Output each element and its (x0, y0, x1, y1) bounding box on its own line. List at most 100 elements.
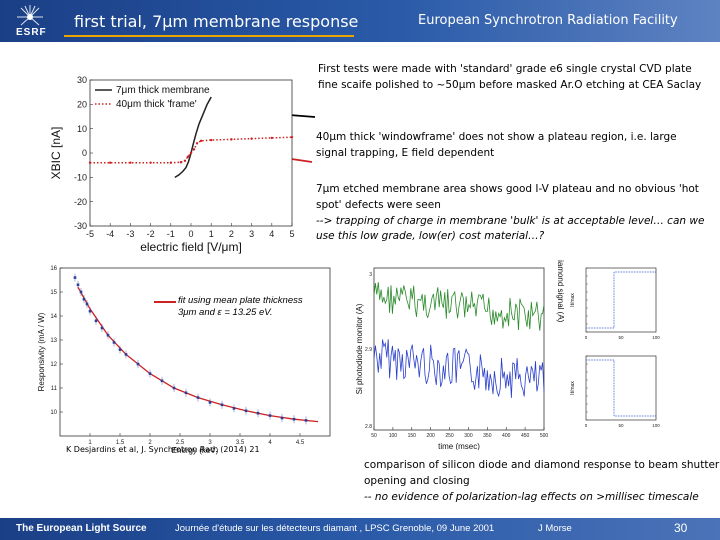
y-tick-label: 13 (50, 338, 57, 344)
x-tick-label: 200 (426, 433, 435, 439)
x-tick-label: 100 (652, 335, 660, 340)
plot-frame (59, 267, 331, 437)
y-tick-label: 0 (82, 148, 87, 158)
frame-point (88, 161, 92, 164)
x-tick-label: 0 (585, 423, 588, 428)
page-number: 30 (674, 521, 688, 535)
y-tick-label: 11 (51, 386, 58, 392)
frame-point (195, 142, 199, 145)
frame-point (183, 159, 187, 162)
x-tick-label: 2 (229, 229, 234, 239)
frame-point (250, 137, 253, 140)
y-axis-label-right: diamond signal (A) (556, 260, 565, 323)
x-tick-label: 50 (371, 433, 377, 439)
series-membrane-line (174, 96, 212, 178)
y-tick-label: -10 (74, 172, 87, 182)
x-tick-label: 100 (652, 423, 660, 428)
x-tick-label: 1.5 (116, 440, 125, 446)
footer-bar: The European Light Source Journée d'étud… (0, 518, 720, 540)
citation: K Desjardins et al, J. Synchrotron Rad. … (66, 445, 260, 454)
title-underline (64, 35, 354, 37)
y-axis-label: Si photodiode monitor (A) (355, 303, 364, 394)
x-tick-label: 100 (389, 433, 398, 439)
x-tick-label: 150 (408, 433, 417, 439)
x-tick-label: 1 (88, 440, 92, 446)
note-comparison-line2: -- no evidence of polarization-lag effec… (364, 490, 699, 503)
y-tick-label: 2.9 (365, 347, 372, 353)
esrf-logo-icon (17, 5, 43, 26)
x-tick-label: -4 (106, 229, 114, 239)
x-tick-label: 4 (269, 229, 274, 239)
x-tick-label: 1 (209, 229, 214, 239)
x-tick-label: 300 (464, 433, 473, 439)
x-tick-label: 0 (585, 335, 588, 340)
frame-point (109, 161, 112, 164)
x-tick-label: 5 (289, 229, 294, 239)
note-membrane-line2: --> trapping of charge in membrane 'bulk… (316, 214, 705, 243)
page-title: first trial, 7μm membrane response (74, 12, 359, 31)
plot-frame (373, 267, 545, 431)
time-response-chart: 50 100 150 200 250 300 350 400 450 500 2.8 2.9 3 time… (355, 260, 565, 450)
y-tick-label: -30 (74, 221, 87, 231)
x-tick-label: -2 (147, 229, 155, 239)
x-tick-label: -5 (86, 229, 94, 239)
fit-legend-line (154, 301, 176, 303)
frame-point (186, 155, 190, 158)
y-tick-label: 10 (50, 410, 57, 416)
frame-point (210, 138, 213, 142)
y-tick-label: 30 (77, 76, 87, 85)
x-axis-label: Energy (keV) (172, 446, 219, 455)
y-tick-label: 12 (50, 362, 57, 368)
fit-label-line1: fit using mean plate thickness (178, 295, 303, 306)
step-line (586, 359, 656, 417)
photodiode-trace (373, 339, 545, 398)
x-tick-label: 3.5 (236, 440, 245, 446)
x-tick-label: 50 (618, 335, 624, 340)
frame-point (199, 139, 203, 143)
note-windowframe: 40μm thick 'windowframe' does not show a… (316, 131, 677, 159)
y-axis-label: It/max (570, 293, 576, 307)
x-tick-label: 3 (208, 440, 212, 446)
x-tick-label: 400 (502, 433, 511, 439)
frame-point (179, 161, 183, 164)
footer-source: The European Light Source (16, 523, 147, 534)
y-axis-label: It/max (570, 381, 576, 395)
responsivity-chart: 1 1.5 2 2.5 3 3.5 4 4.5 10 11 12 13 14 15 16 Energy (ke… (38, 266, 331, 455)
x-tick-label: 500 (540, 433, 549, 439)
facility-name: European Synchrotron Radiation Facility (418, 13, 678, 28)
frame-point (189, 151, 193, 155)
frame-point (129, 161, 132, 164)
y-tick-label: 10 (77, 124, 87, 134)
shutter-open-chart: 0 50 100 It/max (570, 267, 660, 340)
plot-frame (585, 355, 657, 421)
y-tick-label: 16 (50, 266, 57, 272)
x-axis-label: electric field [V/μm] (140, 240, 242, 254)
frame-point (230, 138, 233, 141)
y-tick-label: 20 (77, 99, 87, 109)
legend-frame-label: 40μm thick 'frame' (116, 99, 197, 110)
header-bar: ESRF first trial, 7μm membrane response … (0, 0, 720, 42)
shutter-close-chart: 0 50 100 It/max (570, 355, 660, 428)
note-membrane: 7μm etched membrane area shows good I-V … (316, 182, 712, 245)
note-comparison-line1: comparison of silicon diode and diamond … (364, 459, 720, 487)
y-tick-label: 3 (369, 272, 372, 278)
frame-point (270, 136, 273, 140)
x-tick-label: -1 (167, 229, 175, 239)
footer-author: J Morse (538, 523, 572, 534)
frame-point (169, 161, 172, 164)
x-tick-label: 2 (148, 440, 152, 446)
x-tick-label: 50 (618, 423, 624, 428)
x-tick-label: 2.5 (176, 440, 185, 446)
x-axis-label: time (msec) (438, 442, 480, 450)
x-tick-label: 4.5 (296, 440, 305, 446)
frame-point (149, 161, 152, 164)
legend-membrane-label: 7μm thick membrane (116, 85, 210, 96)
y-axis-label: XBIC [nA] (49, 127, 63, 180)
plot-frame (585, 267, 657, 333)
logo-text: ESRF (16, 27, 47, 38)
x-tick-label: 350 (483, 433, 492, 439)
x-tick-label: -3 (126, 229, 134, 239)
frame-point (192, 148, 196, 151)
x-tick-label: 3 (249, 229, 254, 239)
diamond-trace (373, 282, 545, 331)
